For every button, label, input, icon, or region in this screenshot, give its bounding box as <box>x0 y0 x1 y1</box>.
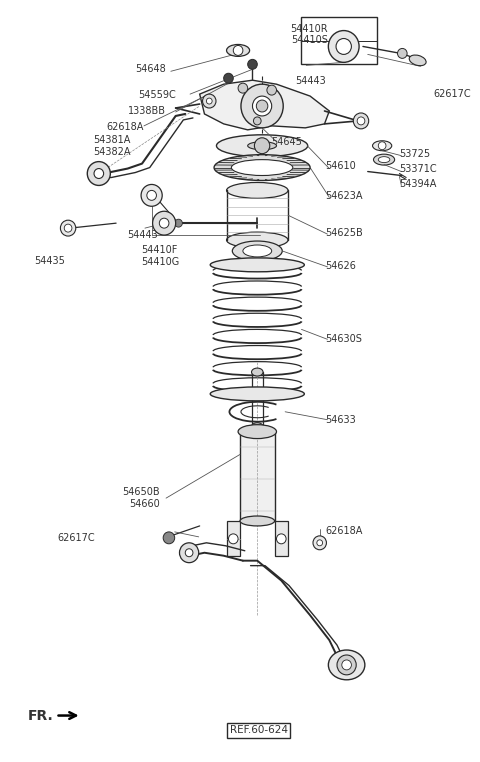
Circle shape <box>141 184 162 207</box>
Circle shape <box>313 536 326 549</box>
Circle shape <box>175 219 182 227</box>
Circle shape <box>252 96 272 116</box>
Circle shape <box>256 100 268 112</box>
Text: 53725: 53725 <box>399 149 431 159</box>
Text: 54410F
54410G: 54410F 54410G <box>141 245 180 267</box>
Circle shape <box>254 138 270 154</box>
Text: 54633: 54633 <box>325 415 356 425</box>
Ellipse shape <box>243 245 272 257</box>
Circle shape <box>337 655 356 675</box>
Ellipse shape <box>252 368 263 376</box>
Text: 62618A: 62618A <box>325 526 363 536</box>
Circle shape <box>185 549 193 557</box>
Text: 54381A
54382A: 54381A 54382A <box>94 135 131 156</box>
Circle shape <box>224 73 233 83</box>
Circle shape <box>342 660 351 670</box>
Circle shape <box>267 85 276 95</box>
Circle shape <box>238 83 248 93</box>
Text: 54630S: 54630S <box>325 334 362 344</box>
Ellipse shape <box>328 650 365 680</box>
Ellipse shape <box>216 135 308 157</box>
Circle shape <box>378 142 386 149</box>
Text: FR.: FR. <box>28 709 54 723</box>
Circle shape <box>328 30 359 62</box>
Circle shape <box>87 162 110 185</box>
Circle shape <box>147 190 156 200</box>
Ellipse shape <box>373 154 395 165</box>
Circle shape <box>276 534 286 544</box>
Text: 54443: 54443 <box>127 230 158 240</box>
Ellipse shape <box>210 387 304 401</box>
Text: 54626: 54626 <box>325 261 356 271</box>
Ellipse shape <box>232 241 282 261</box>
Circle shape <box>153 211 176 235</box>
Bar <box>300 17 377 64</box>
Ellipse shape <box>210 258 304 272</box>
Ellipse shape <box>248 142 276 149</box>
Text: 54559C: 54559C <box>138 90 176 100</box>
Ellipse shape <box>409 55 426 66</box>
Text: REF.60-624: REF.60-624 <box>229 725 288 735</box>
Circle shape <box>159 218 169 228</box>
Text: 54645: 54645 <box>271 137 302 147</box>
Text: 62617C: 62617C <box>434 88 471 98</box>
Text: 54443: 54443 <box>296 75 326 85</box>
Text: 54648: 54648 <box>136 64 167 75</box>
Circle shape <box>163 532 175 544</box>
Text: 54394A: 54394A <box>399 179 437 189</box>
Circle shape <box>228 534 238 544</box>
Text: 62618A: 62618A <box>106 122 144 132</box>
Ellipse shape <box>214 155 310 181</box>
Circle shape <box>94 168 104 178</box>
Text: 53371C: 53371C <box>399 164 437 174</box>
Text: 1338BB: 1338BB <box>129 106 167 116</box>
Circle shape <box>357 117 365 125</box>
Circle shape <box>233 46 243 56</box>
Text: 54623A: 54623A <box>325 190 363 200</box>
Text: 54410R
54410S: 54410R 54410S <box>290 24 328 46</box>
Ellipse shape <box>231 159 293 175</box>
Circle shape <box>206 98 212 104</box>
Circle shape <box>353 113 369 129</box>
Circle shape <box>397 49 407 59</box>
Circle shape <box>336 39 351 54</box>
Circle shape <box>203 94 216 108</box>
Text: 62617C: 62617C <box>57 533 95 543</box>
Bar <box>275 521 288 555</box>
Ellipse shape <box>227 232 288 248</box>
Ellipse shape <box>240 516 275 526</box>
Ellipse shape <box>227 44 250 56</box>
Circle shape <box>317 539 323 546</box>
Circle shape <box>60 220 76 236</box>
Bar <box>240 431 275 521</box>
Polygon shape <box>200 80 329 130</box>
Ellipse shape <box>372 141 392 151</box>
Text: 54650B
54660: 54650B 54660 <box>122 488 159 509</box>
Circle shape <box>180 543 199 562</box>
Circle shape <box>64 224 72 232</box>
Circle shape <box>241 84 283 128</box>
Text: 54435: 54435 <box>34 256 65 266</box>
Ellipse shape <box>252 423 263 431</box>
Circle shape <box>248 59 257 69</box>
Bar <box>227 521 240 555</box>
Text: 54625B: 54625B <box>325 229 363 239</box>
Ellipse shape <box>378 157 390 162</box>
Ellipse shape <box>238 424 276 439</box>
Ellipse shape <box>227 182 288 198</box>
Circle shape <box>253 117 261 125</box>
Text: 54610: 54610 <box>325 162 356 171</box>
